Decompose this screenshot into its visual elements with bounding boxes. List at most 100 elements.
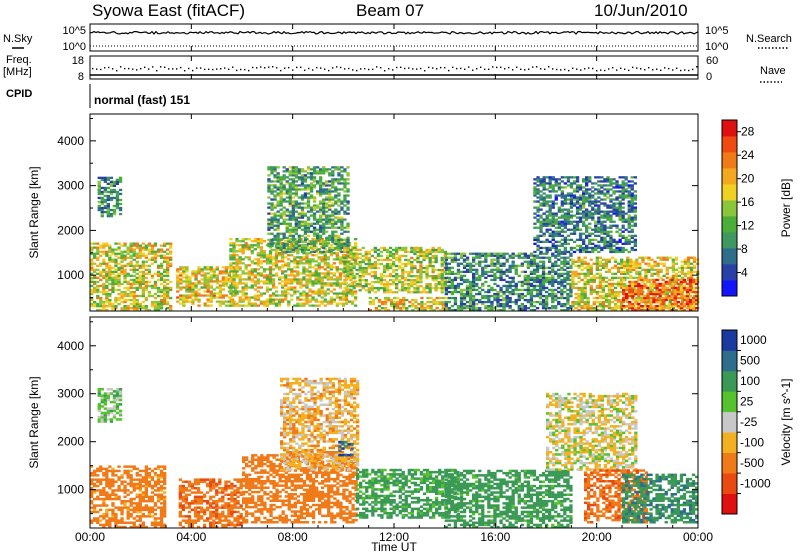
echo-cell: [566, 208, 571, 211]
echo-cell: [583, 288, 587, 292]
echo-cell: [396, 300, 400, 304]
echo-cell: [536, 208, 540, 211]
echo-cell: [99, 278, 103, 282]
echo-cell: [332, 298, 336, 301]
echo-cell: [508, 286, 512, 290]
echo-cell: [367, 272, 371, 276]
echo-cell: [303, 206, 308, 209]
echo-cell: [425, 285, 429, 288]
echo-cell: [294, 192, 298, 195]
echo-cell: [284, 298, 288, 301]
echo-cell: [343, 200, 347, 203]
echo-cell: [502, 290, 506, 294]
echo-cell: [589, 268, 593, 271]
echo-cell: [529, 302, 534, 306]
echo-cell: [229, 292, 233, 295]
echo-cell: [456, 264, 461, 267]
echo-cell: [484, 254, 488, 257]
echo-cell: [395, 277, 399, 280]
echo-cell: [437, 248, 441, 252]
echo-cell: [557, 184, 561, 187]
echo-cell: [600, 198, 604, 201]
echo-cell: [312, 212, 317, 215]
echo-cell: [314, 290, 318, 293]
echo-cell: [271, 264, 276, 267]
echo-cell: [529, 252, 534, 255]
echo-cell: [535, 268, 540, 271]
echo-cell: [305, 268, 309, 271]
echo-cell: [610, 307, 615, 310]
echo-cell: [615, 250, 619, 254]
echo-cell: [560, 256, 564, 259]
echo-cell: [462, 258, 467, 261]
echo-cell: [371, 300, 375, 304]
echo-cell: [557, 252, 561, 255]
echo-cell: [560, 196, 564, 199]
echo-cell: [306, 192, 311, 195]
echo-cell: [291, 166, 295, 169]
echo-cell: [580, 296, 584, 300]
echo-cell: [218, 294, 222, 297]
echo-cell: [265, 258, 270, 261]
echo-cell: [566, 262, 570, 265]
echo-cell: [517, 264, 521, 267]
echo-cell: [90, 284, 94, 288]
echo-cell: [271, 298, 276, 301]
echo-cell: [447, 252, 451, 255]
echo-cell: [563, 176, 567, 179]
echo-cell: [329, 254, 333, 257]
echo-cell: [262, 254, 267, 257]
echo-cell: [392, 254, 396, 258]
echo-cell: [276, 246, 280, 250]
echo-cell: [630, 194, 634, 197]
echo-cell: [569, 216, 574, 219]
echo-cell: [416, 275, 420, 278]
echo-cell: [352, 285, 356, 288]
echo-cell: [388, 246, 393, 250]
echo-cell: [185, 298, 189, 301]
echo-cell: [300, 188, 305, 191]
echo-cell: [305, 282, 309, 285]
echo-cell: [229, 278, 233, 281]
echo-cell: [604, 260, 609, 263]
echo-cell: [361, 270, 365, 274]
echo-cell: [589, 307, 593, 310]
echo-cell: [595, 266, 599, 269]
echo-cell: [557, 206, 561, 209]
echo-cell: [115, 204, 120, 208]
echo-cell: [343, 262, 347, 266]
echo-cell: [179, 298, 183, 301]
echo-cell: [340, 170, 344, 173]
echo-cell: [370, 270, 374, 274]
echo-cell: [624, 238, 628, 241]
echo-cell: [244, 294, 248, 297]
echo-cell: [578, 244, 583, 247]
echo-cell: [511, 284, 515, 288]
echo-cell: [606, 244, 610, 247]
echo-cell: [630, 234, 634, 237]
echo-cell: [582, 206, 586, 209]
echo-cell: [108, 298, 112, 302]
echo-cell: [520, 264, 524, 267]
echo-cell: [606, 192, 610, 195]
echo-cell: [156, 264, 161, 267]
echo-cell: [560, 266, 564, 269]
echo-cell: [502, 309, 506, 312]
echo-cell: [285, 222, 289, 225]
echo-cell: [109, 180, 114, 183]
echo-cell: [456, 276, 461, 279]
echo-cell: [166, 270, 170, 273]
echo-cell: [630, 186, 634, 189]
echo-cell: [303, 184, 308, 187]
echo-cell: [322, 240, 326, 243]
echo-cell: [296, 260, 300, 263]
echo-cell: [203, 266, 207, 269]
echo-cell: [278, 278, 282, 281]
echo-cell: [129, 278, 133, 282]
echo-cell: [90, 250, 94, 253]
echo-cell: [250, 250, 254, 253]
echo-cell: [291, 168, 295, 171]
echo-cell: [250, 296, 254, 299]
echo-cell: [416, 248, 420, 252]
echo-cell: [469, 262, 473, 265]
